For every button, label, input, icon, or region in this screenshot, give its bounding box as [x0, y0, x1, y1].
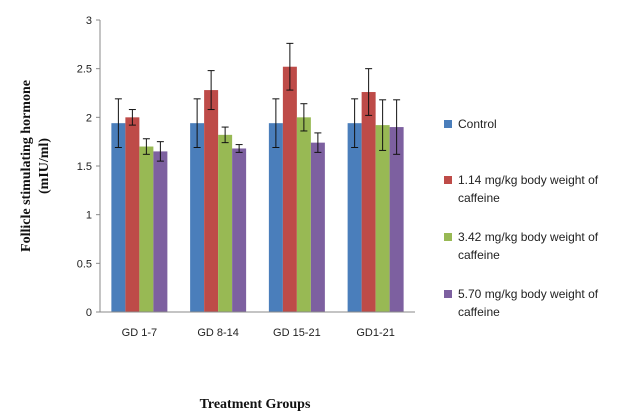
legend-swatch-3 — [444, 233, 452, 241]
y-tick-label: 0.5 — [77, 258, 92, 270]
legend-label: 5.70 mg/kg body weight of — [458, 287, 599, 301]
bar-1-1 — [111, 123, 126, 312]
x-category-label: GD 1-7 — [122, 327, 157, 339]
y-axis-label-line: (mIU/ml) — [37, 138, 52, 194]
bar-4-1 — [153, 151, 168, 312]
bar-3-4 — [375, 125, 390, 313]
legend: Control 1.14 mg/kg body weight of caffeine… — [444, 117, 599, 319]
legend-swatch-4 — [444, 290, 452, 298]
legend-swatch-2 — [444, 176, 452, 184]
legend-label: 3.42 mg/kg body weight of — [458, 230, 599, 244]
y-ticks: 0 0.5 1 1.5 2 2.5 3 — [77, 15, 100, 319]
bar-1-4 — [347, 123, 362, 312]
y-tick-label: 3 — [86, 15, 92, 27]
x-axis-label: Treatment Groups — [200, 397, 311, 412]
x-category-label: GD 15-21 — [273, 327, 321, 339]
bar-1-3 — [268, 123, 283, 312]
bar-2-2 — [204, 90, 219, 312]
y-tick-label: 2.5 — [77, 64, 92, 76]
bar-4-4 — [389, 127, 404, 312]
bar-2-4 — [361, 92, 376, 312]
bar-3-3 — [296, 117, 311, 312]
y-tick-label: 0 — [86, 307, 92, 319]
bar-4-2 — [232, 148, 247, 312]
y-axis-label-line: Follicle stimulating hormone — [19, 80, 34, 252]
x-category-label: GD 8-14 — [197, 327, 239, 339]
bar-3-1 — [139, 146, 154, 312]
bars-layer — [111, 42, 404, 313]
x-categories: GD 1-7 GD 8-14 GD 15-21 GD1-21 — [122, 327, 395, 339]
bar-1-2 — [190, 123, 205, 312]
legend-label: caffeine — [458, 191, 500, 205]
legend-label: 1.14 mg/kg body weight of — [458, 173, 599, 187]
legend-label: caffeine — [458, 248, 500, 262]
legend-label: Control — [458, 117, 497, 131]
bar-2-3 — [282, 66, 297, 312]
x-category-label: GD1-21 — [356, 327, 395, 339]
bar-3-2 — [218, 134, 233, 312]
y-tick-label: 1.5 — [77, 161, 92, 173]
y-tick-label: 1 — [86, 210, 92, 222]
bar-4-3 — [310, 142, 325, 312]
y-tick-label: 2 — [86, 112, 92, 124]
y-axis-label: Follicle stimulating hormone (mIU/ml) — [19, 80, 52, 252]
bar-2-1 — [125, 117, 140, 312]
legend-swatch-1 — [444, 120, 452, 128]
legend-label: caffeine — [458, 305, 500, 319]
